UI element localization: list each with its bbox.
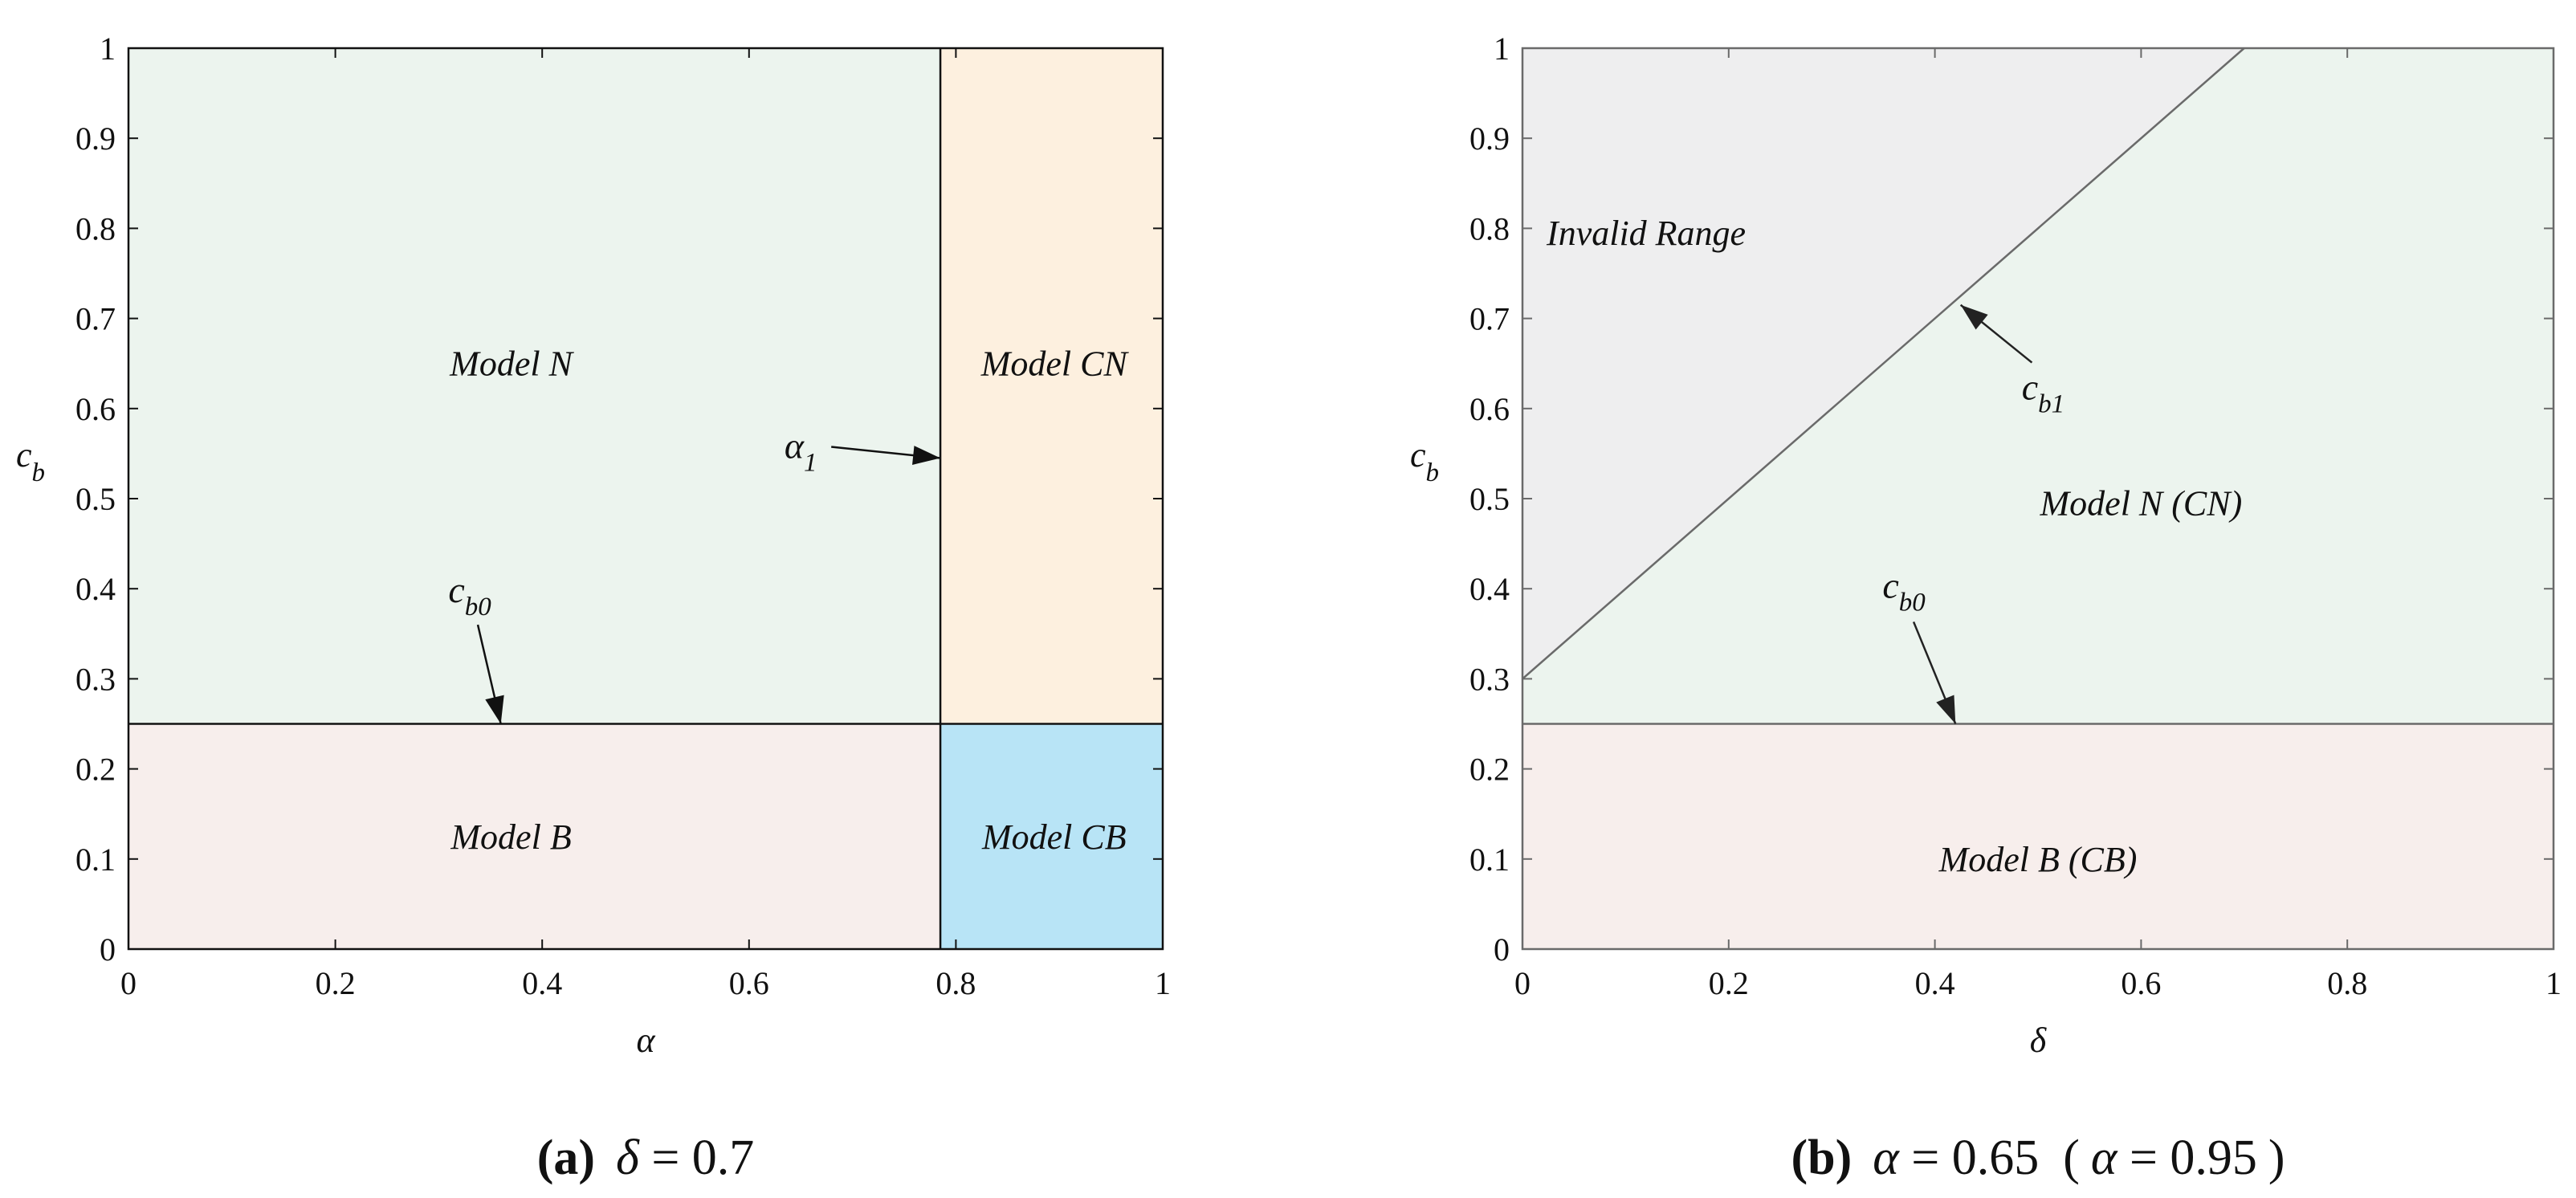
panel-b-boundaries	[1522, 47, 2554, 725]
x-tick-label: 0.6	[2121, 965, 2161, 1001]
y-tick-label: 0.4	[1469, 571, 1510, 607]
y-tick-label: 0.7	[75, 301, 116, 337]
x-tick-label: 1	[1155, 965, 1171, 1001]
panel-b-region-labels: Invalid Range Model N (CN) Model B (CB)	[1546, 214, 2242, 879]
y-tick-label: 0.3	[1469, 661, 1510, 697]
panel-b-caption: (b) α = 0.65(α = 0.95)	[1791, 1131, 2285, 1185]
panel-b-y-axis-label-sub: b	[1426, 458, 1440, 487]
y-tick-label: 0.7	[1469, 301, 1510, 337]
y-tick-label: 0.4	[75, 571, 116, 607]
y-tick-label: 0.9	[75, 120, 116, 157]
x-tick-label: 0.4	[522, 965, 562, 1001]
annotation-label-sub: b0	[1899, 588, 1926, 617]
panel-a-caption-letter: (a)	[537, 1131, 595, 1185]
y-tick-label: 0.5	[75, 481, 116, 517]
panel-b-x-axis-label: δ	[2030, 1021, 2048, 1060]
region-fill	[1522, 723, 2554, 949]
x-tick-label: 0.2	[316, 965, 356, 1001]
y-tick-label: 0.3	[75, 661, 116, 697]
panel-b-caption-close-paren: )	[2268, 1131, 2285, 1185]
region-label: Model N	[449, 344, 574, 384]
region-fill	[940, 723, 1163, 949]
annotation-arrow-head	[912, 446, 941, 465]
region-fill	[1522, 48, 2554, 724]
annotation-label-sub: 1	[804, 449, 817, 478]
panel-a-annotations: α1 cb0	[448, 426, 941, 724]
y-tick-label: 0.6	[75, 391, 116, 427]
y-tick-label: 0.8	[75, 210, 116, 247]
panel-a-y-axis-label: cb	[16, 435, 45, 487]
region-fill	[128, 723, 941, 949]
y-tick-label: 0.8	[1469, 210, 1510, 247]
region-label: Model CB	[981, 817, 1127, 857]
annotation-label-main: α	[785, 426, 805, 467]
annotation-label: cb0	[448, 569, 491, 621]
y-tick-label: 0	[1494, 931, 1510, 968]
region-label: Model N (CN)	[2040, 484, 2243, 524]
x-tick-label: 0.4	[1915, 965, 1955, 1001]
y-tick-label: 0.5	[1469, 481, 1510, 517]
annotation-label-sub: b1	[2038, 390, 2064, 419]
y-tick-label: 0.6	[1469, 391, 1510, 427]
y-tick-label: 0.2	[1469, 752, 1510, 788]
y-tick-label: 0	[100, 931, 116, 968]
x-tick-label: 0.6	[729, 965, 769, 1001]
annotation-label: cb0	[1882, 564, 1926, 617]
panel-b-y-axis-label: cb	[1410, 435, 1439, 487]
annotation-label-main: c	[2022, 367, 2038, 408]
panel-a-region-labels: Model N Model CN Model B Model CB	[449, 344, 1129, 857]
panel-b-y-axis-label-main: c	[1410, 435, 1426, 475]
region-label: Model B	[450, 817, 571, 857]
panel-b-caption-open-paren: (	[2063, 1131, 2080, 1185]
annotation-arrow-head	[485, 695, 504, 724]
panel-b-regions	[1522, 48, 2554, 949]
panel-b-caption-value-2: = 0.95	[2117, 1131, 2256, 1185]
y-tick-label: 0.2	[75, 752, 116, 788]
x-tick-label: 0.8	[2327, 965, 2367, 1001]
annotation-label: cb1	[2022, 367, 2064, 419]
panel-a-caption-value: = 0.7	[639, 1131, 754, 1185]
x-tick-label: 1	[2545, 965, 2562, 1001]
panel-b-caption-symbol-2: α	[2091, 1131, 2118, 1185]
panel-a-ticks: 0 0.2 0.4 0.6 0.8 1 0 0.1 0.2 0.3 0.4 0.5 0.6 0.7 0.8 0…	[75, 31, 1171, 1001]
x-tick-label: 0	[1514, 965, 1531, 1001]
panel-a-y-axis-label-main: c	[16, 435, 32, 475]
panel-b-chart: 0 0.2 0.4 0.6 0.8 1 0 0.1 0.2 0.3 0.4 0.5 0.6 0.7 0.8 0…	[1410, 31, 2562, 1185]
x-tick-label: 0	[120, 965, 137, 1001]
cb1-boundary-line	[1522, 47, 2245, 680]
annotation-arrow-head	[1936, 695, 1956, 724]
x-tick-label: 0.8	[935, 965, 976, 1001]
panel-a-caption-symbol: δ	[616, 1131, 640, 1185]
panel-a-boundaries	[128, 48, 1163, 949]
annotation-label: α1	[785, 426, 817, 478]
panel-b-ticks: 0 0.2 0.4 0.6 0.8 1 0 0.1 0.2 0.3 0.4 0.5 0.6 0.7 0.8 0…	[1469, 31, 2562, 1001]
y-tick-label: 0.9	[1469, 120, 1510, 157]
panel-b-caption-symbol-1: α	[1873, 1131, 1900, 1185]
y-tick-label: 1	[100, 31, 116, 67]
annotation-arrow-head	[1960, 304, 1988, 330]
y-tick-label: 0.1	[75, 841, 116, 878]
x-tick-label: 0.2	[1709, 965, 1749, 1001]
y-tick-label: 1	[1494, 31, 1510, 67]
region-label: Model CN	[980, 344, 1130, 384]
panel-b-caption-value-1: = 0.65	[1899, 1131, 2039, 1185]
panel-b-caption-letter: (b)	[1791, 1131, 1852, 1185]
region-label: Model B (CB)	[1938, 840, 2138, 879]
annotation-label-main: c	[448, 569, 464, 610]
region-fill	[940, 48, 1163, 724]
y-tick-label: 0.1	[1469, 841, 1510, 878]
panel-a-chart: 0 0.2 0.4 0.6 0.8 1 0 0.1 0.2 0.3 0.4 0.5 0.6 0.7 0.8 0…	[16, 31, 1171, 1185]
panel-a-caption: (a) δ = 0.7	[537, 1131, 755, 1185]
annotation-label-main: c	[1882, 564, 1898, 605]
region-label: Invalid Range	[1546, 214, 1746, 253]
panel-a-x-axis-label: α	[636, 1021, 655, 1060]
panel-a-y-axis-label-sub: b	[32, 458, 46, 487]
region-fill	[128, 48, 941, 724]
annotation-label-sub: b0	[465, 593, 492, 621]
panel-a-regions	[128, 48, 1163, 949]
